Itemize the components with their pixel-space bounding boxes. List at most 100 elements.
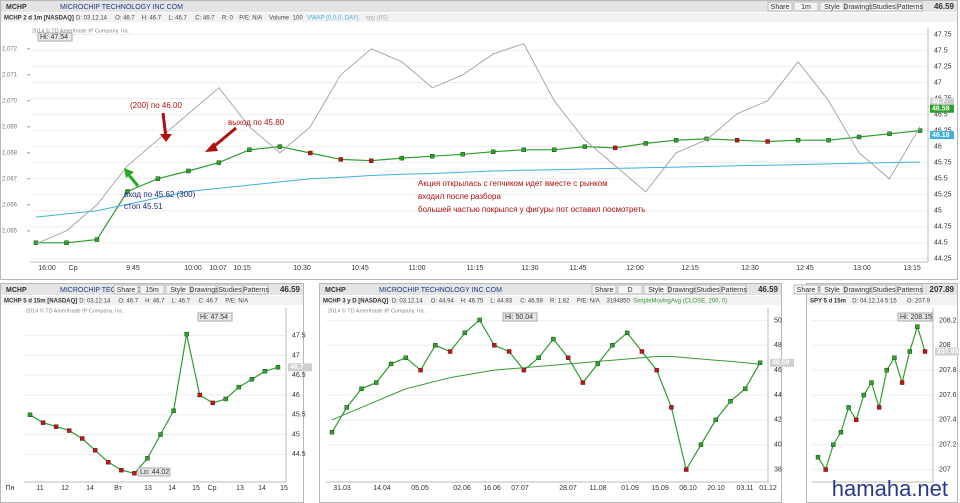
annotation: входил после разбора	[418, 192, 501, 201]
candle	[460, 152, 465, 157]
toolbar-label[interactable]: 1m	[801, 4, 811, 11]
toolbar-label[interactable]: Patterns	[243, 287, 270, 294]
header-field: C: 46.7	[195, 16, 215, 22]
symbol: MCHP	[6, 287, 27, 294]
toolbar-button[interactable]	[695, 284, 721, 295]
candle	[854, 417, 859, 423]
toolbar-label[interactable]: Studies	[872, 4, 896, 11]
y-tick-label: 47	[934, 79, 942, 86]
candle	[106, 460, 111, 465]
toolbar-label[interactable]: 15m	[145, 287, 159, 294]
legend-entry: VWAP (0,0,0, DAY)	[307, 16, 359, 22]
toolbar-label[interactable]: Style	[824, 4, 840, 11]
candle	[612, 145, 618, 151]
y-tick-label: 207.8	[939, 367, 957, 374]
price-tag	[288, 363, 312, 372]
y2-tick-label: 2,069	[2, 124, 18, 130]
toolbar-button[interactable]	[139, 284, 165, 295]
toolbar-button[interactable]	[793, 284, 819, 295]
candle	[403, 355, 408, 360]
toolbar-button[interactable]	[243, 284, 269, 295]
toolbar-button[interactable]	[793, 1, 819, 12]
last-price: 46.59	[934, 2, 955, 11]
toolbar-label[interactable]: Drawings	[667, 287, 697, 294]
toolbar-button[interactable]	[819, 284, 845, 295]
toolbar-label[interactable]: Drawings	[843, 4, 873, 11]
toolbar-label[interactable]: Share	[117, 287, 136, 294]
x-tick-label: 10:00	[184, 265, 202, 272]
toolbar-label[interactable]: Style	[648, 287, 664, 294]
last-price: 46.59	[758, 285, 779, 294]
toolbar-button[interactable]	[897, 1, 923, 12]
x-tick-label: 11.08	[590, 485, 607, 492]
toolbar-button[interactable]	[617, 284, 643, 295]
toolbar-label[interactable]: Studies	[872, 287, 896, 294]
x-tick-label: 12	[61, 485, 69, 492]
toolbar-label[interactable]: Drawings	[189, 287, 219, 294]
toolbar-button[interactable]	[643, 284, 669, 295]
toolbar-label[interactable]: Studies	[218, 287, 242, 294]
copyright: 2014 © TD Ameritrade IP Company, Inc.	[26, 307, 124, 314]
candle	[216, 160, 222, 165]
toolbar-label[interactable]: Patterns	[897, 287, 924, 294]
toolbar-button[interactable]	[591, 284, 617, 295]
series-line	[331, 356, 761, 421]
candle	[580, 380, 586, 385]
toolbar-label[interactable]: Style	[824, 287, 840, 294]
candle	[275, 365, 281, 370]
candle	[447, 349, 453, 354]
toolbar-label[interactable]: Studies	[696, 287, 720, 294]
toolbar-button[interactable]	[165, 284, 191, 295]
toolbar-button[interactable]	[871, 284, 897, 295]
x-tick-label: Пн	[6, 485, 15, 492]
candle	[838, 430, 844, 435]
x-tick-label: 13	[144, 485, 152, 492]
candle	[210, 400, 215, 406]
header-field: D: 04.12.14 5:15	[852, 299, 897, 305]
toolbar-label[interactable]: Share	[797, 287, 816, 294]
price-tag	[935, 347, 959, 356]
candle	[643, 141, 648, 146]
toolbar-label[interactable]: Share	[771, 4, 790, 11]
y-tick-label: 47.5	[934, 47, 948, 54]
y-tick-label: 44.75	[934, 224, 952, 231]
candle	[145, 456, 150, 461]
toolbar-button[interactable]	[871, 1, 897, 12]
candle	[184, 331, 189, 337]
toolbar-button[interactable]	[897, 284, 923, 295]
description: MICROCHIP TECHNOLOGY INC COM	[60, 4, 183, 11]
toolbar-button[interactable]	[845, 284, 871, 295]
toolbar-label[interactable]: Patterns	[721, 287, 748, 294]
candle	[40, 420, 46, 425]
candle	[125, 189, 130, 194]
candle	[892, 355, 897, 360]
toolbar-button[interactable]	[721, 284, 747, 295]
candle	[654, 367, 659, 373]
toolbar-label[interactable]: Drawings	[843, 287, 873, 294]
y-tick-label: 46	[774, 367, 782, 374]
candle	[552, 147, 557, 153]
toolbar-label[interactable]: Patterns	[897, 4, 924, 11]
arrow-head	[160, 134, 172, 142]
toolbar-button[interactable]	[191, 284, 217, 295]
header-field: 100	[293, 16, 304, 22]
x-tick-label: 02.06	[453, 485, 471, 492]
toolbar-button[interactable]	[767, 1, 793, 12]
toolbar-button[interactable]	[113, 284, 139, 295]
toolbar	[1, 1, 957, 12]
toolbar-button[interactable]	[819, 1, 845, 12]
toolbar-button[interactable]	[217, 284, 243, 295]
toolbar-label[interactable]: D	[627, 287, 632, 294]
toolbar-button[interactable]	[845, 1, 871, 12]
y2-tick-label: 2,072	[2, 46, 18, 52]
toolbar-button[interactable]	[669, 284, 695, 295]
x-tick-label: 06.10	[679, 485, 697, 492]
candle	[64, 240, 69, 245]
x-tick-label: Ср	[69, 265, 78, 272]
toolbar-label[interactable]: Style	[170, 287, 186, 294]
candle	[856, 134, 862, 140]
series-line	[331, 318, 761, 472]
toolbar-label[interactable]: Share	[595, 287, 614, 294]
candle	[551, 336, 556, 342]
y-tick-label: 46	[292, 392, 300, 399]
